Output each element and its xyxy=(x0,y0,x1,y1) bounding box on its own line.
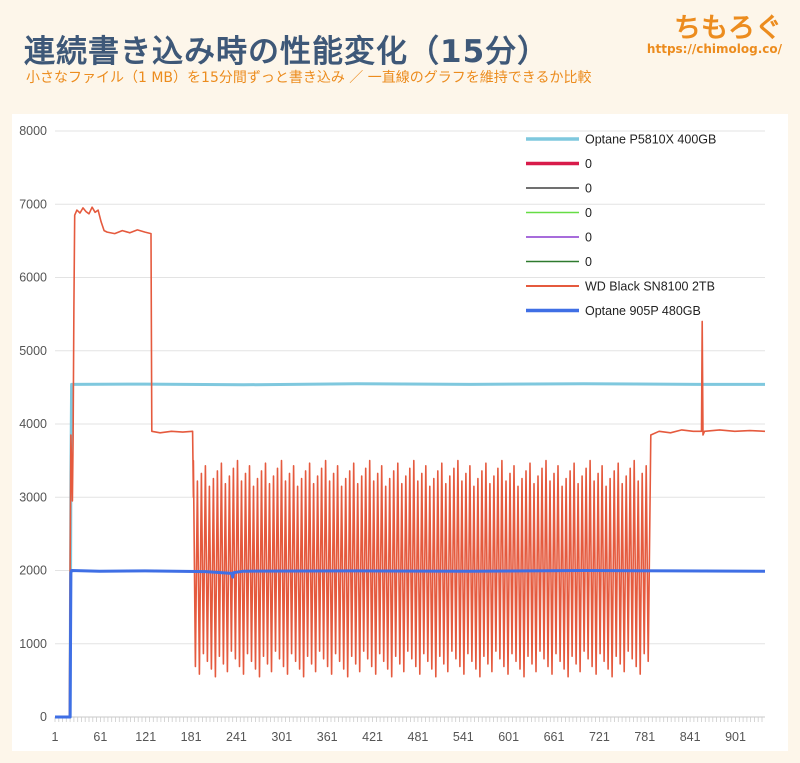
legend-label: 0 xyxy=(585,255,592,269)
x-tick-label: 61 xyxy=(93,730,107,744)
legend-label: 0 xyxy=(585,157,592,171)
x-tick-label: 661 xyxy=(544,730,565,744)
x-tick-label: 361 xyxy=(317,730,338,744)
series-line-7 xyxy=(55,569,766,719)
y-tick-label: 3000 xyxy=(19,490,47,504)
x-tick-label: 721 xyxy=(589,730,610,744)
legend-label: WD Black SN8100 2TB xyxy=(585,280,715,294)
chart-title: 連続書き込み時の性能変化（15分） xyxy=(24,34,550,70)
x-tick-label: 601 xyxy=(498,730,519,744)
legend-label: Optane P5810X 400GB xyxy=(585,133,716,147)
brand-logo-text: ちもろぐ xyxy=(674,13,782,44)
legend-label: 0 xyxy=(585,206,592,220)
x-tick-label: 901 xyxy=(725,730,746,744)
x-tick-label: 301 xyxy=(271,730,292,744)
x-tick-label: 841 xyxy=(680,730,701,744)
plot-panel: 0 1000 2000 3000 4000 5000 6000 7000 8000 1 61 121 1… xyxy=(12,114,788,751)
x-tick-label: 481 xyxy=(408,730,429,744)
legend-label: 0 xyxy=(585,182,592,196)
x-tick-label: 421 xyxy=(362,730,383,744)
y-tick-label: 0 xyxy=(40,710,47,724)
series-line-6 xyxy=(55,206,766,718)
chart-subtitle: 小さなファイル（1 MB）を15分間ずっと書き込み ／ 一直線のグラフを維持でき… xyxy=(26,70,592,86)
x-tick-label: 241 xyxy=(226,730,247,744)
y-tick-label: 7000 xyxy=(19,197,47,211)
x-tick-label: 181 xyxy=(181,730,202,744)
y-tick-label: 2000 xyxy=(19,564,47,578)
legend-label: Optane 905P 480GB xyxy=(585,304,701,318)
y-tick-label: 4000 xyxy=(19,417,47,431)
legend-label: 0 xyxy=(585,231,592,245)
brand-url: https://chimolog.co/ xyxy=(646,42,782,56)
x-minor-ticks xyxy=(54,717,763,722)
x-tick-label: 121 xyxy=(135,730,156,744)
y-tick-label: 5000 xyxy=(19,344,47,358)
x-tick-label: 541 xyxy=(453,730,474,744)
y-tick-label: 6000 xyxy=(19,271,47,285)
y-tick-label: 1000 xyxy=(19,637,47,651)
x-tick-label: 781 xyxy=(634,730,655,744)
line-chart: 0 1000 2000 3000 4000 5000 6000 7000 8000 1 61 121 1… xyxy=(19,124,766,744)
y-tick-label: 8000 xyxy=(19,124,47,138)
x-tick-label: 1 xyxy=(52,730,59,744)
